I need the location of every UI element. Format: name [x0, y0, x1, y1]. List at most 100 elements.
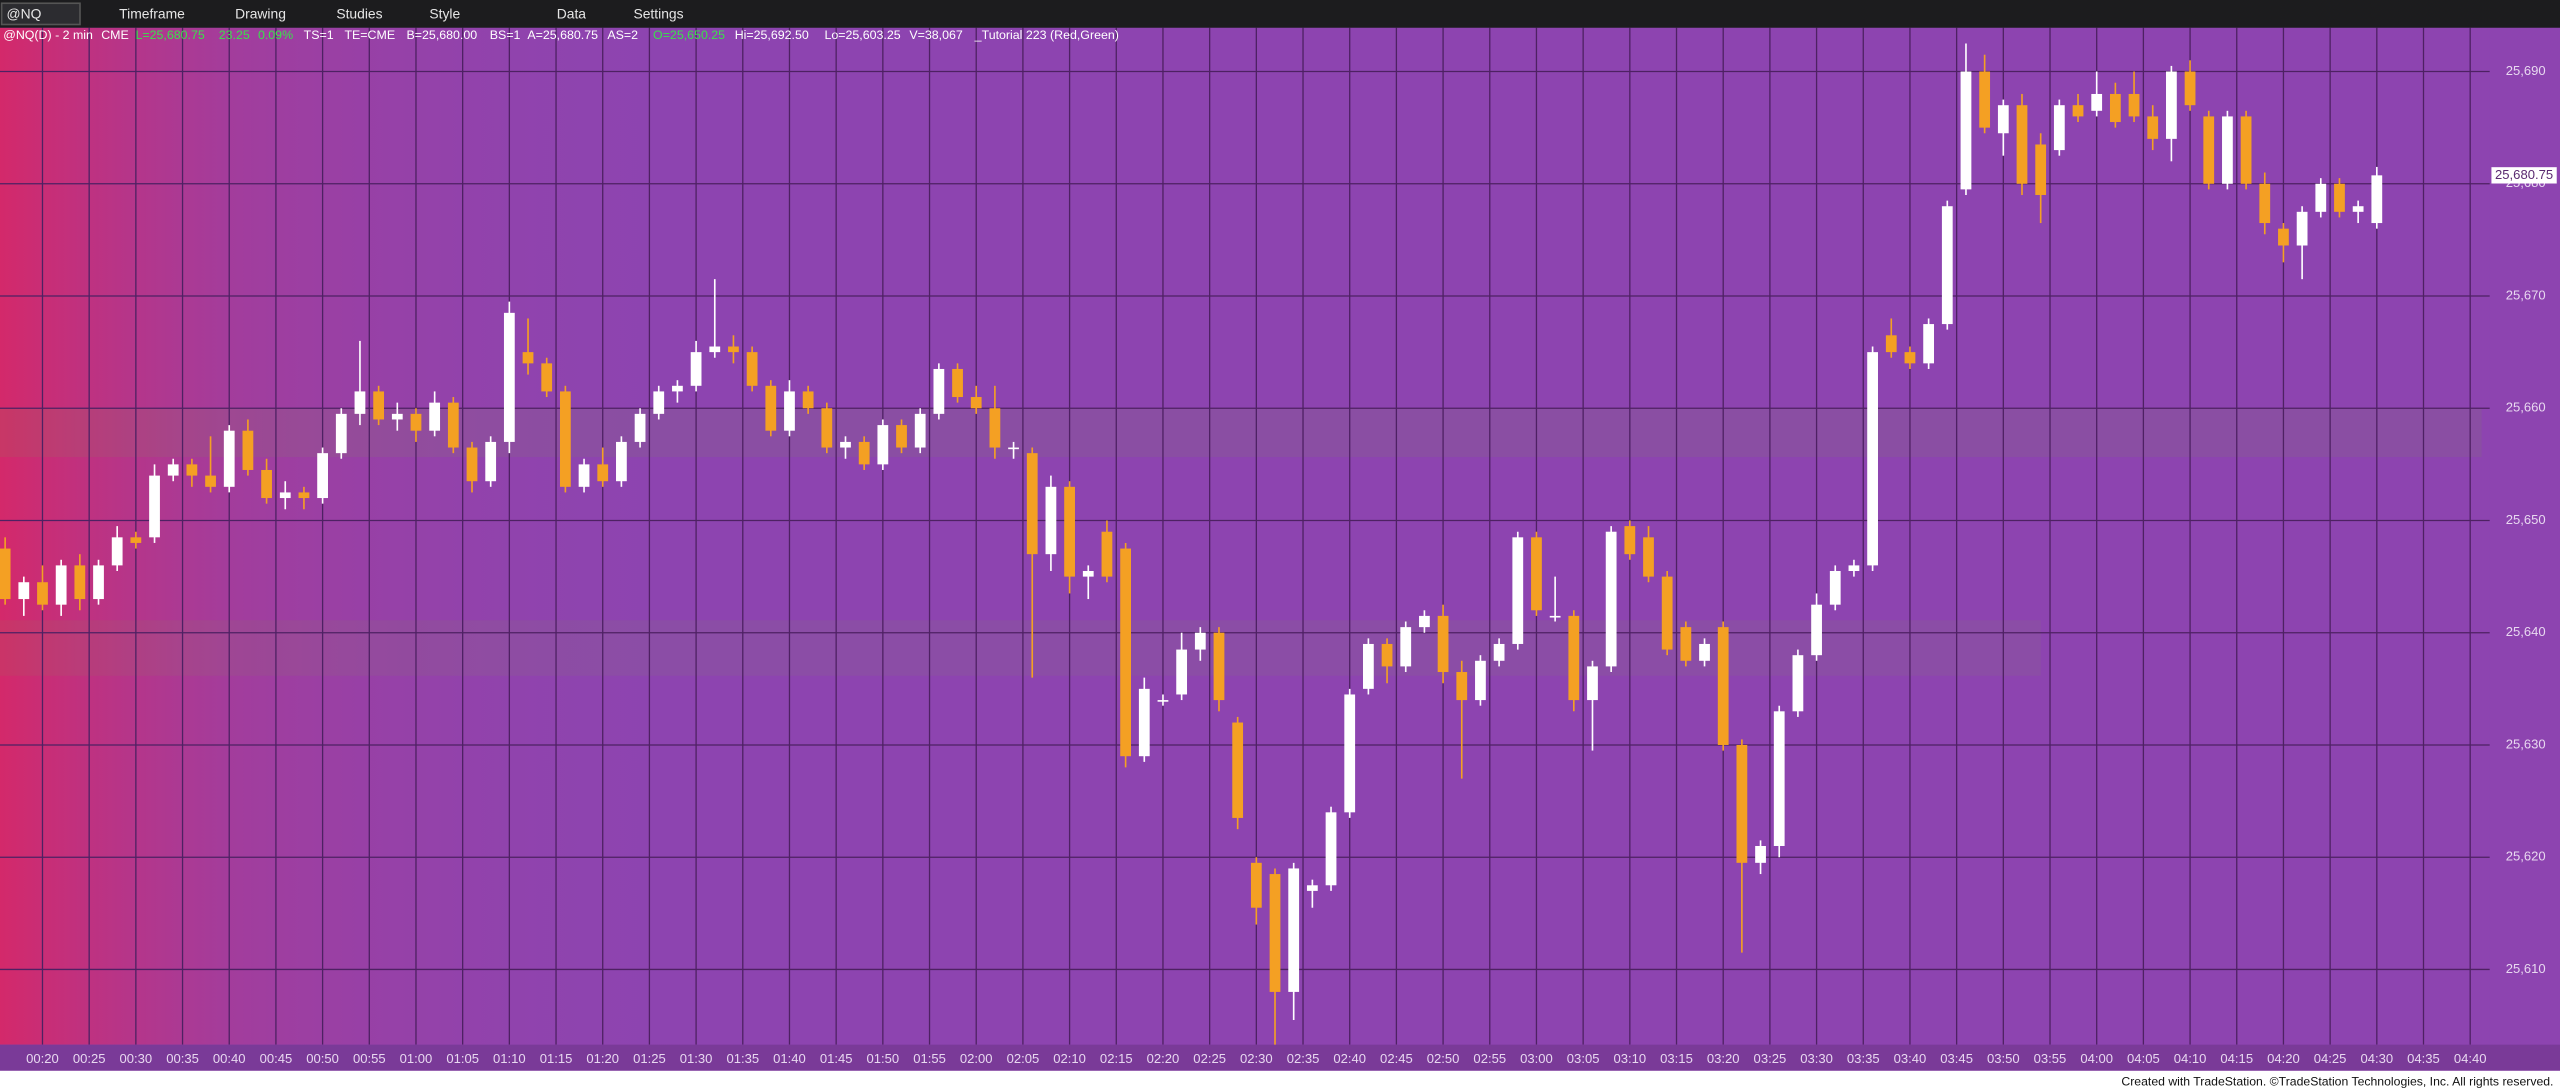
toolbar-button[interactable]: Timeframe — [119, 5, 185, 21]
candle-body — [1064, 486, 1075, 577]
y-tick-label: 25,690 — [2506, 63, 2546, 78]
candle-body — [373, 391, 385, 420]
candle-body — [242, 430, 254, 470]
candle-body — [2352, 206, 2364, 212]
candle-body — [335, 413, 347, 454]
candle-body — [205, 475, 216, 487]
candle-body — [1176, 649, 1188, 695]
volume-profile-shading — [0, 27, 686, 1045]
copyright: Created with TradeStation. ©TradeStation… — [2121, 1074, 2553, 1088]
candle-body — [37, 582, 48, 605]
candle-body — [1997, 105, 2009, 134]
candle-body — [896, 425, 907, 448]
status-field: L=25,680.75 — [136, 28, 205, 42]
x-tick-label: 03:40 — [1894, 1051, 1927, 1066]
candle-body — [2053, 105, 2065, 151]
candle-body — [1773, 711, 1785, 846]
candle-body — [503, 312, 515, 442]
x-tick-label: 03:00 — [1520, 1051, 1553, 1066]
candle-body — [186, 464, 198, 476]
x-tick-label: 03:35 — [1847, 1051, 1880, 1066]
y-tick-label: 25,640 — [2506, 624, 2546, 639]
candle-body — [1811, 604, 1822, 656]
candle-body — [130, 537, 142, 543]
candle-body — [1232, 722, 1244, 818]
candle-body — [597, 464, 609, 482]
candle-body — [1605, 531, 1617, 667]
x-tick-label: 01:20 — [586, 1051, 619, 1066]
price-axis — [2489, 27, 2560, 1045]
candle-body — [728, 346, 739, 353]
candle-body — [1941, 206, 1953, 325]
candle-body — [1792, 655, 1804, 712]
x-tick-label: 00:20 — [26, 1051, 59, 1066]
x-tick-label: 04:10 — [2174, 1051, 2207, 1066]
x-tick-label: 01:30 — [680, 1051, 713, 1066]
candle-body — [354, 391, 366, 414]
candle-body — [1325, 812, 1337, 886]
symbol-box[interactable] — [0, 2, 81, 26]
y-tick-label: 25,660 — [2506, 400, 2546, 415]
x-tick-label: 02:00 — [960, 1051, 993, 1066]
candle-body — [2035, 144, 2047, 195]
candle-body — [1568, 615, 1580, 701]
status-field: @NQ(D) - 2 min — [3, 28, 93, 42]
candle-body — [1101, 531, 1113, 577]
x-tick-label: 03:30 — [1800, 1051, 1833, 1066]
candle-body — [1269, 874, 1281, 992]
candle-body — [690, 352, 702, 386]
candle-body — [672, 385, 683, 392]
candle-body — [298, 492, 310, 499]
x-tick-label: 02:35 — [1287, 1051, 1320, 1066]
toolbar-button[interactable]: Data — [557, 5, 587, 21]
toolbar-button[interactable]: Style — [429, 5, 460, 21]
candle-body — [765, 385, 777, 431]
candle-body — [970, 397, 982, 409]
candle-body — [1717, 627, 1729, 745]
candle-body — [1867, 352, 1878, 566]
toolbar-button[interactable]: Studies — [336, 5, 382, 21]
x-tick-label: 03:55 — [2034, 1051, 2067, 1066]
x-tick-label: 03:20 — [1707, 1051, 1740, 1066]
candle-body — [1549, 615, 1561, 618]
x-tick-label: 02:20 — [1147, 1051, 1180, 1066]
candle-body — [55, 565, 67, 605]
candle-body — [1157, 700, 1169, 702]
x-tick-label: 00:55 — [353, 1051, 386, 1066]
candle-body — [111, 537, 123, 566]
toolbar-button[interactable]: Settings — [633, 5, 683, 21]
candle-body — [1643, 537, 1654, 577]
x-tick-label: 04:30 — [2360, 1051, 2393, 1066]
symbol[interactable]: @NQ — [7, 5, 42, 21]
x-tick-label: 01:45 — [820, 1051, 853, 1066]
candle-body — [2334, 183, 2345, 212]
candle-body — [279, 492, 291, 499]
candle-body — [559, 391, 571, 487]
candle-body — [989, 408, 1001, 448]
x-tick-label: 03:45 — [1940, 1051, 1973, 1066]
candle-body — [1661, 576, 1673, 650]
toolbar-button[interactable]: Drawing — [235, 5, 286, 21]
candle-body — [578, 464, 590, 487]
time-axis — [0, 1044, 2560, 1071]
x-tick-label: 00:30 — [120, 1051, 153, 1066]
status-field: TS=1 — [304, 28, 334, 42]
candle-body — [858, 441, 870, 465]
x-tick-label: 01:00 — [400, 1051, 433, 1066]
candle-body — [485, 441, 497, 482]
x-tick-label: 03:50 — [1987, 1051, 2020, 1066]
status-field: TE=CME — [344, 28, 395, 42]
y-tick-label: 25,610 — [2506, 961, 2546, 976]
candle-body — [709, 346, 721, 353]
candle-body — [223, 430, 235, 487]
status-field: A=25,680.75 — [527, 28, 598, 42]
candle-body — [1400, 627, 1412, 667]
candle-body — [1362, 643, 1374, 689]
candle-body — [74, 565, 86, 600]
status-field: AS=2 — [607, 28, 638, 42]
x-tick-label: 03:25 — [1754, 1051, 1787, 1066]
candle-body — [1082, 571, 1094, 577]
candle-body — [2166, 71, 2177, 139]
candle-body — [2184, 71, 2196, 106]
candle-body — [149, 475, 160, 538]
